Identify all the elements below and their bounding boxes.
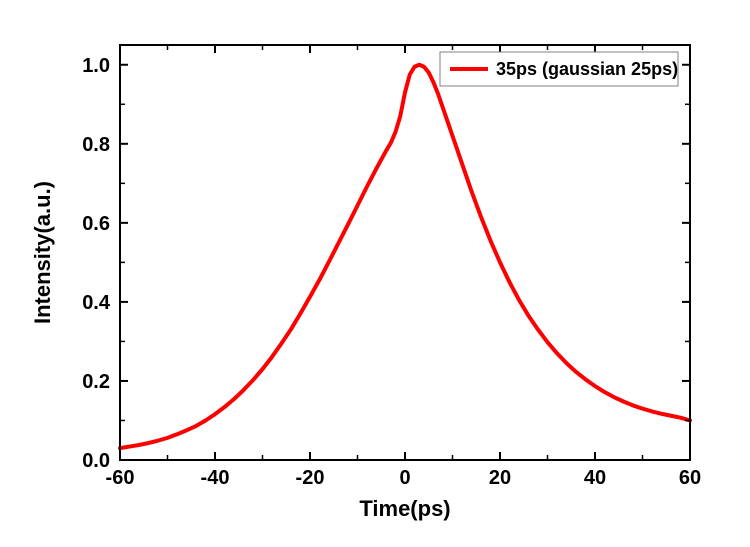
y-tick-label: 0.6 [82,213,110,235]
line-chart: -60-40-200204060Time(ps)0.00.20.40.60.81… [0,0,750,547]
y-tick-label: 1.0 [82,55,110,77]
y-tick-label: 0.8 [82,134,110,156]
chart-container: -60-40-200204060Time(ps)0.00.20.40.60.81… [0,0,750,547]
x-axis-label: Time(ps) [359,496,450,521]
x-tick-label: 0 [399,467,410,489]
x-tick-label: 40 [584,467,606,489]
y-tick-label: 0.2 [82,371,110,393]
x-tick-label: 60 [679,467,701,489]
x-tick-label: -20 [296,467,325,489]
legend-label: 35ps (gaussian 25ps) [496,59,678,79]
y-tick-label: 0.4 [82,292,111,314]
y-tick-label: 0.0 [82,450,110,472]
y-axis-label: Intensity(a.u.) [30,181,55,324]
x-tick-label: 20 [489,467,511,489]
x-tick-label: -40 [201,467,230,489]
